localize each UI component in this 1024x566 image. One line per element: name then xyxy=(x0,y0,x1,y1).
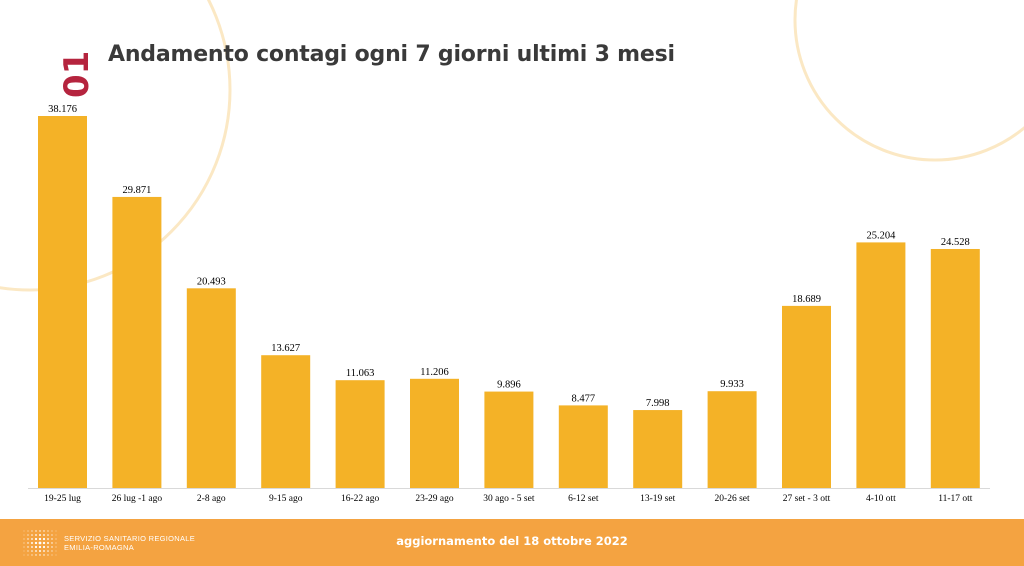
bar-3 xyxy=(186,288,236,488)
data-label-1: 38.176 xyxy=(48,104,77,115)
organization-name: SERVIZIO SANITARIO REGIONALE EMILIA-ROMA… xyxy=(64,534,195,552)
bar-6 xyxy=(410,378,459,488)
deco-circle-right xyxy=(793,0,1024,162)
category-label-4: 9-15 ago xyxy=(269,494,303,504)
bar-10 xyxy=(707,391,757,488)
data-label-8: 8.477 xyxy=(571,393,595,404)
category-label-1: 19-25 lug xyxy=(44,494,81,504)
category-label-11: 27 set - 3 ott xyxy=(783,494,831,504)
data-label-9: 7.998 xyxy=(646,398,670,409)
category-label-10: 20-26 set xyxy=(715,494,750,504)
data-label-6: 11.206 xyxy=(420,367,449,378)
footer: SERVIZIO SANITARIO REGIONALE EMILIA-ROMA… xyxy=(0,519,1024,566)
bar-8 xyxy=(558,405,608,488)
data-label-3: 20.493 xyxy=(197,276,226,287)
data-label-13: 24.528 xyxy=(941,237,970,248)
deco-circle-left xyxy=(0,0,232,292)
category-label-2: 26 lug -1 ago xyxy=(112,494,163,504)
page-title: Andamento contagi ogni 7 giorni ultimi 3… xyxy=(108,42,675,67)
data-label-4: 13.627 xyxy=(271,343,300,354)
data-label-5: 11.063 xyxy=(346,368,375,379)
bar-9 xyxy=(633,410,683,488)
category-label-7: 30 ago - 5 set xyxy=(483,494,535,504)
bar-chart: 38.176 19-25 lug 29.871 26 lug -1 ago 20.493… xyxy=(28,104,990,504)
org-line-1: SERVIZIO SANITARIO REGIONALE xyxy=(64,534,196,543)
slide-number-text: 01 xyxy=(57,51,96,98)
category-label-9: 13-19 set xyxy=(640,494,675,504)
bar-12 xyxy=(856,242,906,488)
data-label-7: 9.896 xyxy=(497,380,521,391)
org-line-2: EMILIA-ROMAGNA xyxy=(64,543,135,552)
bar-11 xyxy=(782,305,831,488)
data-label-12: 25.204 xyxy=(866,230,896,241)
bar-4 xyxy=(261,355,311,488)
data-label-10: 9.933 xyxy=(720,379,744,390)
category-label-12: 4-10 ott xyxy=(866,494,896,504)
bar-7 xyxy=(484,391,534,488)
category-label-13: 11-17 ott xyxy=(938,494,973,504)
category-label-6: 23-29 ago xyxy=(415,494,454,504)
bar-1 xyxy=(38,116,87,488)
data-label-11: 18.689 xyxy=(792,294,821,305)
bar-2 xyxy=(112,196,162,488)
bar-5 xyxy=(335,380,385,488)
data-label-2: 29.871 xyxy=(122,185,151,196)
category-label-8: 6-12 set xyxy=(568,494,599,504)
category-label-5: 16-22 ago xyxy=(341,494,380,504)
slide-number: 01 xyxy=(57,51,96,98)
update-date: aggiornamento del 18 ottobre 2022 xyxy=(396,534,628,548)
regional-health-logo xyxy=(23,530,57,556)
category-label-3: 2-8 ago xyxy=(197,494,226,504)
bar-13 xyxy=(930,248,980,488)
